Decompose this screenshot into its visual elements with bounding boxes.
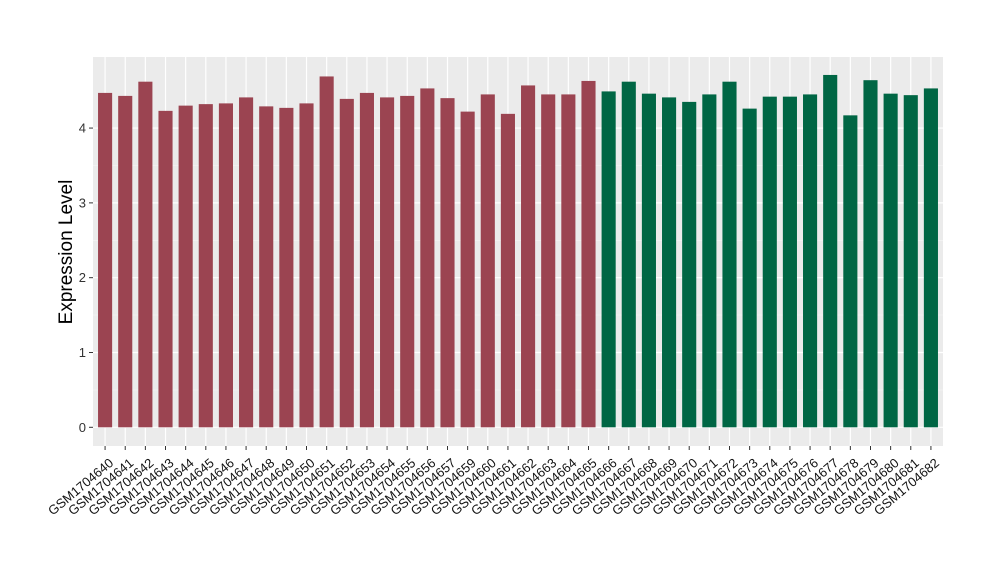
- bar-GSM1704650: [299, 103, 314, 428]
- bar-GSM1704682: [923, 88, 938, 428]
- bar-GSM1704666: [601, 91, 616, 428]
- bar-GSM1704662: [521, 85, 536, 428]
- bar-GSM1704668: [641, 93, 656, 428]
- bar-GSM1704646: [218, 103, 233, 428]
- bar-GSM1704663: [541, 94, 556, 428]
- bar-GSM1704652: [339, 98, 354, 428]
- bar-GSM1704678: [843, 115, 858, 428]
- bar-GSM1704679: [863, 80, 878, 428]
- y-axis: 0 1 2 3 4: [79, 121, 93, 435]
- bar-GSM1704648: [259, 106, 274, 428]
- bar-GSM1704653: [359, 92, 374, 428]
- bar-GSM1704657: [440, 98, 455, 428]
- bar-GSM1704680: [883, 93, 898, 428]
- bar-GSM1704681: [903, 95, 918, 428]
- bar-GSM1704677: [823, 74, 838, 428]
- y-tick-label: 3: [79, 195, 86, 210]
- bars-group: [98, 74, 938, 428]
- x-axis: GSM1704640GSM1704641GSM1704642GSM1704643…: [45, 446, 942, 518]
- bar-GSM1704671: [702, 94, 717, 428]
- bar-GSM1704674: [762, 96, 777, 428]
- y-tick-label: 1: [79, 345, 86, 360]
- bar-GSM1704673: [742, 108, 757, 428]
- bar-GSM1704647: [239, 97, 254, 428]
- minor-gridlines: [93, 165, 943, 391]
- bar-GSM1704643: [158, 110, 173, 428]
- bar-GSM1704649: [279, 107, 294, 428]
- bar-GSM1704640: [98, 92, 113, 428]
- bar-GSM1704655: [400, 95, 415, 428]
- plot-panel: [93, 57, 943, 446]
- bar-GSM1704669: [662, 97, 677, 428]
- y-tick-label: 4: [79, 121, 86, 136]
- bar-GSM1704665: [581, 80, 596, 428]
- y-tick-label: 2: [79, 270, 86, 285]
- bar-GSM1704642: [138, 81, 153, 428]
- bar-GSM1704672: [722, 81, 737, 428]
- bar-GSM1704675: [782, 96, 797, 428]
- bar-GSM1704656: [420, 88, 435, 428]
- bar-GSM1704667: [621, 81, 636, 428]
- bar-GSM1704670: [682, 101, 697, 428]
- bar-GSM1704659: [460, 111, 475, 428]
- y-axis-title: Expression Level: [56, 180, 77, 325]
- bar-GSM1704676: [803, 94, 818, 428]
- y-tick-label: 0: [79, 420, 86, 435]
- bar-GSM1704645: [198, 104, 213, 428]
- bar-GSM1704660: [480, 94, 495, 428]
- bar-GSM1704661: [500, 113, 515, 428]
- bar-GSM1704651: [319, 76, 334, 428]
- bar-GSM1704641: [118, 95, 133, 428]
- bar-GSM1704644: [178, 105, 193, 428]
- bar-GSM1704654: [380, 97, 395, 428]
- bar-GSM1704664: [561, 94, 576, 428]
